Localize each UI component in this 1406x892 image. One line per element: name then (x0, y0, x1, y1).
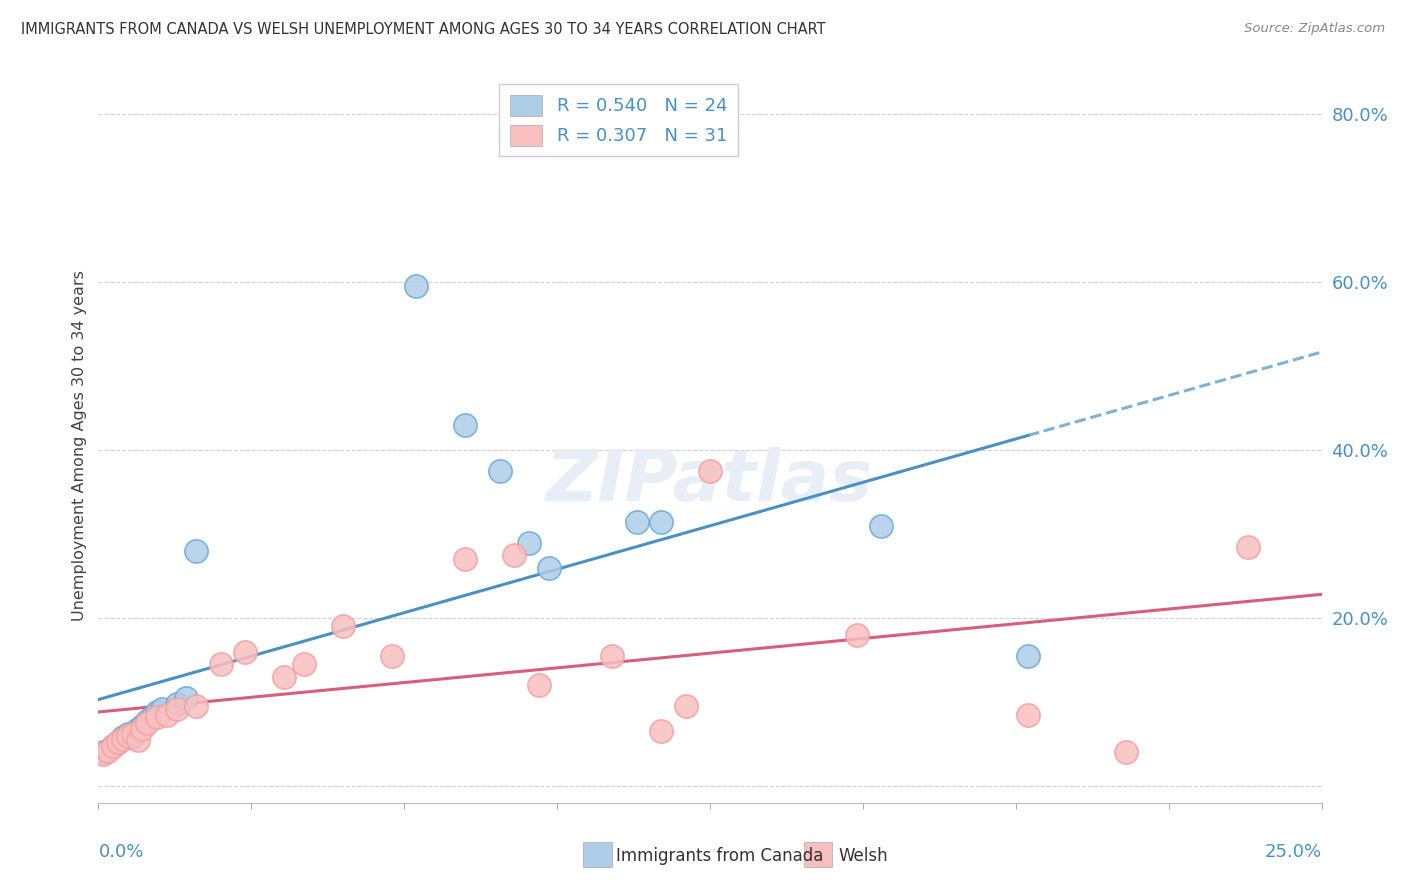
Text: 0.0%: 0.0% (98, 843, 143, 861)
Point (626, 515, 648, 529)
Point (136, 716, 159, 731)
Point (107, 735, 129, 749)
Point (233, 645, 256, 659)
Point (332, 619, 354, 633)
Point (166, 702, 188, 716)
Text: IMMIGRANTS FROM CANADA VS WELSH UNEMPLOYMENT AMONG AGES 30 TO 34 YEARS CORRELATI: IMMIGRANTS FROM CANADA VS WELSH UNEMPLOY… (21, 22, 825, 37)
Point (517, 535, 540, 549)
Point (146, 705, 169, 719)
Text: ZIPatlas: ZIPatlas (547, 447, 873, 516)
Point (91, 746, 114, 760)
Point (527, 678, 550, 692)
Point (675, 699, 697, 714)
Point (131, 718, 153, 732)
Point (600, 648, 623, 663)
Text: Welsh: Welsh (838, 847, 887, 865)
Point (127, 722, 149, 736)
Point (1017, 707, 1039, 722)
Point (111, 731, 134, 746)
Point (121, 731, 143, 745)
Point (845, 628, 868, 642)
Point (136, 714, 159, 728)
Point (537, 560, 560, 574)
Point (186, 699, 208, 714)
Point (117, 727, 139, 741)
Y-axis label: Unemployment Among Ages 30 to 34 years: Unemployment Among Ages 30 to 34 years (72, 270, 87, 622)
Point (107, 735, 129, 749)
Point (292, 657, 315, 672)
Point (870, 518, 893, 533)
Point (1115, 746, 1137, 760)
Point (146, 710, 169, 724)
Point (273, 670, 295, 684)
Point (97, 744, 120, 758)
Point (117, 729, 139, 743)
Point (209, 657, 232, 672)
Text: Source: ZipAtlas.com: Source: ZipAtlas.com (1244, 22, 1385, 36)
Point (131, 722, 153, 736)
Point (503, 548, 526, 562)
Point (127, 732, 149, 747)
Point (1237, 540, 1260, 554)
Point (488, 464, 510, 478)
Point (121, 727, 143, 741)
Point (101, 739, 124, 753)
Text: 25.0%: 25.0% (1264, 843, 1322, 861)
Point (699, 464, 721, 478)
Point (650, 515, 672, 529)
Point (381, 648, 404, 663)
Point (156, 707, 179, 722)
Point (1017, 648, 1039, 663)
Point (141, 710, 163, 724)
Point (176, 690, 198, 705)
Text: Immigrants from Canada: Immigrants from Canada (616, 847, 823, 865)
Point (405, 279, 427, 293)
Point (166, 697, 188, 711)
Point (650, 724, 672, 739)
Point (101, 739, 124, 753)
Point (186, 544, 208, 558)
Point (454, 417, 477, 432)
Legend: R = 0.540   N = 24, R = 0.307   N = 31: R = 0.540 N = 24, R = 0.307 N = 31 (499, 84, 738, 156)
Point (150, 702, 173, 716)
Point (111, 731, 134, 745)
Point (454, 552, 477, 566)
Point (91, 747, 114, 761)
